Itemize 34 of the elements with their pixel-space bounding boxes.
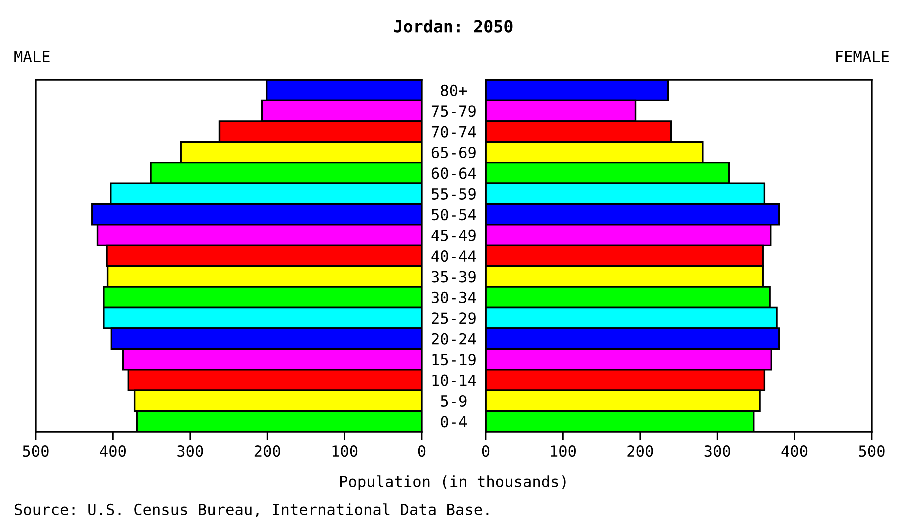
y-tick-label: 30-34 (432, 292, 476, 304)
y-tick-label: 10-14 (432, 374, 476, 386)
x-tick-label: 500 (23, 446, 49, 458)
x-tick-label: 200 (628, 446, 654, 458)
source-note: Source: U.S. Census Bureau, International Data Base. (15, 504, 489, 518)
x-tick-label: 300 (178, 446, 204, 458)
y-tick-label: 45-49 (432, 230, 476, 242)
x-tick-label: 0 (482, 446, 490, 458)
y-tick-label: 35-39 (432, 271, 476, 283)
y-tick-label: 5-9 (441, 395, 467, 408)
y-tick-label: 15-19 (432, 354, 476, 366)
y-tick-label: 0-4 (441, 416, 468, 428)
y-tick-label: 70-74 (432, 126, 476, 138)
x-tick-label: 300 (704, 446, 730, 458)
chart-subtitle: FEMALE (836, 51, 890, 62)
x-tick-label: 100 (551, 446, 576, 458)
x-axis-title: Population (in thousands) (340, 476, 566, 490)
x-tick-label: 200 (254, 446, 280, 458)
y-tick-label: 75-79 (432, 106, 476, 118)
chart-title: Jordan: 2050 (394, 20, 513, 33)
y-tick-label: 60-64 (432, 168, 476, 180)
chart-subtitle: MALE (14, 51, 50, 62)
x-tick-label: 0 (418, 446, 426, 458)
y-tick-label: 40-44 (432, 250, 476, 262)
y-tick-label: 25-29 (432, 312, 476, 324)
x-tick-label: 100 (332, 446, 358, 458)
x-tick-label: 500 (859, 446, 885, 458)
y-tick-label: 55-59 (432, 188, 476, 200)
x-tick-label: 400 (100, 446, 126, 458)
y-tick-label: 80+ (441, 84, 468, 96)
x-tick-label: 400 (782, 446, 808, 458)
y-tick-label: 50-54 (432, 209, 476, 221)
y-tick-label: 20-24 (432, 333, 476, 345)
y-tick-label: 65-69 (432, 146, 476, 159)
